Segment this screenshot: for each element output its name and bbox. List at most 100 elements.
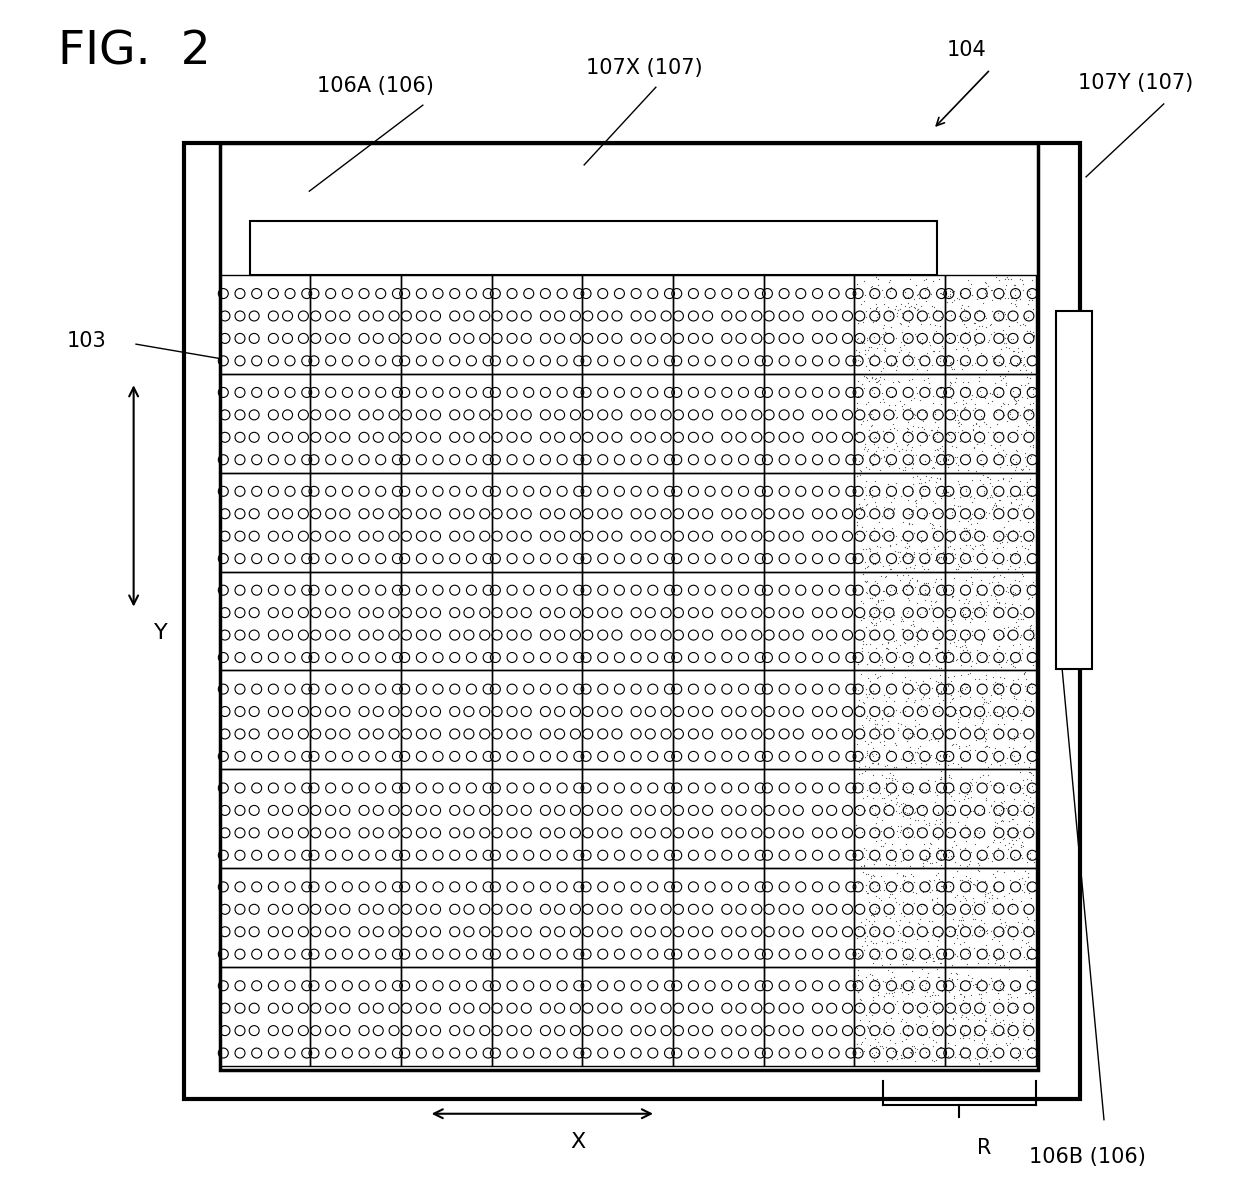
- Point: [890, 1011, 910, 1030]
- Point: [863, 609, 883, 629]
- Point: [991, 903, 1011, 923]
- Point: [923, 355, 942, 374]
- Point: [1011, 349, 1030, 368]
- Point: [977, 467, 997, 486]
- Point: [870, 1024, 890, 1043]
- Point: [939, 842, 959, 862]
- Point: [996, 269, 1016, 288]
- Point: [1009, 405, 1029, 424]
- Point: [963, 489, 983, 508]
- Point: [880, 718, 900, 737]
- Point: [942, 805, 962, 825]
- Point: [1021, 788, 1040, 807]
- Point: [934, 905, 954, 924]
- Point: [975, 1011, 994, 1030]
- Point: [872, 650, 892, 669]
- Point: [909, 473, 929, 492]
- Point: [1012, 937, 1032, 956]
- Point: [951, 679, 971, 698]
- Point: [930, 351, 950, 370]
- Point: [982, 1023, 1002, 1042]
- Point: [971, 535, 991, 554]
- Point: [887, 407, 906, 427]
- Point: [998, 559, 1018, 578]
- Point: [854, 558, 874, 577]
- Point: [913, 701, 932, 721]
- Point: [1019, 460, 1039, 479]
- Point: [1021, 394, 1040, 413]
- Point: [941, 429, 961, 448]
- Point: [870, 866, 890, 885]
- Point: [1011, 891, 1030, 911]
- Point: [923, 921, 942, 940]
- Point: [925, 342, 945, 361]
- Point: [866, 933, 885, 952]
- Point: [931, 623, 951, 642]
- Point: [919, 695, 939, 715]
- Point: [890, 823, 910, 842]
- Point: [959, 704, 978, 723]
- Point: [915, 280, 935, 299]
- Point: [957, 594, 977, 613]
- Point: [908, 675, 928, 694]
- Point: [976, 982, 996, 1001]
- Point: [949, 523, 968, 543]
- Point: [878, 644, 898, 663]
- Point: [848, 752, 868, 771]
- Point: [940, 877, 960, 896]
- Point: [978, 332, 998, 351]
- Point: [950, 707, 970, 727]
- Point: [878, 1052, 898, 1071]
- Point: [926, 994, 946, 1013]
- Point: [1014, 354, 1034, 373]
- Point: [892, 1046, 911, 1065]
- Point: [998, 840, 1018, 859]
- Point: [928, 949, 947, 968]
- Point: [877, 507, 897, 526]
- Point: [848, 313, 868, 332]
- Point: [900, 797, 920, 816]
- Point: [960, 993, 980, 1012]
- Bar: [945, 868, 1035, 967]
- Point: [986, 972, 1006, 991]
- Point: [906, 1040, 926, 1059]
- Point: [962, 895, 982, 914]
- Point: [897, 626, 916, 645]
- Point: [887, 361, 906, 380]
- Point: [890, 543, 910, 562]
- Point: [906, 798, 926, 817]
- Point: [985, 625, 1004, 644]
- Point: [911, 695, 931, 715]
- Point: [988, 932, 1008, 951]
- Point: [976, 598, 996, 617]
- Point: [977, 838, 997, 857]
- Point: [962, 471, 982, 490]
- Point: [879, 795, 899, 814]
- Point: [1011, 380, 1030, 399]
- Point: [983, 497, 1003, 516]
- Point: [949, 413, 968, 433]
- Point: [941, 353, 961, 372]
- Point: [885, 329, 905, 348]
- Point: [998, 883, 1018, 902]
- Point: [1018, 1030, 1038, 1049]
- Point: [899, 743, 919, 762]
- Point: [961, 917, 981, 936]
- Point: [991, 396, 1011, 415]
- Point: [1022, 270, 1042, 289]
- Point: [884, 780, 904, 799]
- Point: [859, 539, 879, 558]
- Point: [863, 697, 883, 716]
- Point: [923, 577, 942, 596]
- Point: [994, 405, 1014, 424]
- Point: [971, 406, 991, 425]
- Point: [878, 298, 898, 317]
- Point: [887, 304, 906, 323]
- Point: [893, 547, 913, 566]
- Point: [874, 315, 894, 335]
- Point: [1011, 674, 1030, 693]
- Point: [968, 854, 988, 874]
- Point: [879, 526, 899, 545]
- Point: [1024, 925, 1044, 944]
- Point: [965, 669, 985, 688]
